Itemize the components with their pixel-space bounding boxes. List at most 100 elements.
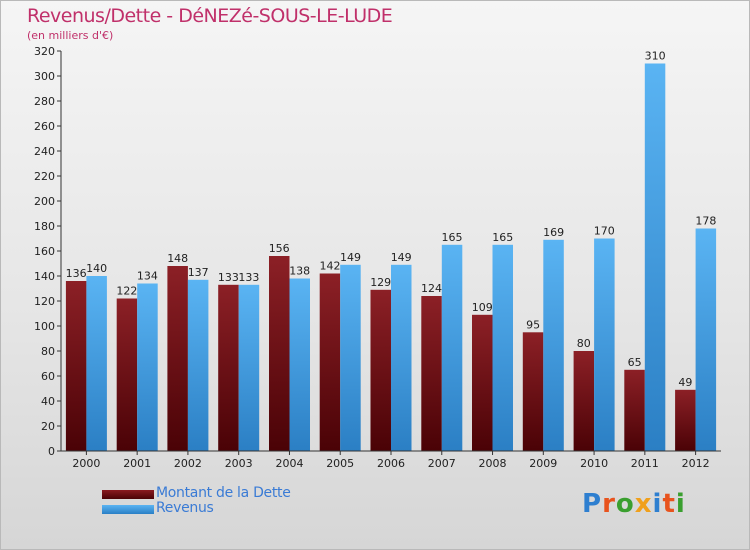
value-label-revenus-2005: 149 — [340, 251, 361, 264]
logo-letter: i — [652, 489, 663, 519]
bar-revenus-2001 — [137, 283, 158, 451]
x-tick-label-2006: 2006 — [377, 457, 405, 470]
value-label-revenus-2003: 133 — [238, 271, 259, 284]
bar-dette-2009 — [522, 332, 544, 452]
x-tick-label-2011: 2011 — [631, 457, 659, 470]
y-tick-label-0: 0 — [48, 445, 55, 458]
x-tick-label-2012: 2012 — [682, 457, 710, 470]
value-label-revenus-2011: 310 — [645, 50, 666, 63]
value-label-revenus-2012: 178 — [695, 215, 716, 228]
value-label-dette-2007: 124 — [421, 282, 442, 295]
y-tick-label-140: 140 — [34, 270, 55, 283]
bar-dette-2001 — [116, 298, 138, 451]
bar-dette-2005 — [319, 273, 341, 451]
bar-revenus-2003 — [238, 284, 260, 452]
bar-dette-2004 — [269, 256, 290, 451]
bar-dette-2007 — [421, 296, 442, 451]
bar-revenus-2005 — [340, 264, 361, 452]
value-label-revenus-2006: 149 — [391, 251, 412, 264]
value-label-revenus-2010: 170 — [594, 225, 615, 238]
bar-dette-2010 — [573, 351, 595, 451]
bar-revenus-2012 — [695, 228, 717, 451]
logo-letter: r — [602, 489, 616, 519]
value-label-dette-2000: 136 — [66, 267, 87, 280]
y-tick-label-100: 100 — [34, 320, 55, 333]
bar-dette-2002 — [167, 266, 188, 451]
bar-revenus-2008 — [492, 244, 513, 452]
x-tick-label-2007: 2007 — [428, 457, 456, 470]
value-label-dette-2006: 129 — [370, 276, 391, 289]
bar-dette-2008 — [472, 314, 493, 452]
value-label-dette-2012: 49 — [678, 376, 692, 389]
value-label-dette-2002: 148 — [167, 252, 188, 265]
bar-dette-2012 — [675, 389, 696, 452]
x-tick-label-2008: 2008 — [479, 457, 507, 470]
bar-dette-2000 — [65, 281, 87, 451]
logo-letter: t — [662, 489, 676, 519]
value-label-revenus-2008: 165 — [492, 231, 513, 244]
y-tick-label-240: 240 — [34, 145, 55, 158]
value-label-revenus-2002: 137 — [188, 266, 209, 279]
x-tick-label-2001: 2001 — [123, 457, 151, 470]
x-tick-label-2005: 2005 — [326, 457, 354, 470]
y-tick-label-20: 20 — [41, 420, 55, 433]
legend-label-dette: Montant de la Dette — [156, 485, 291, 501]
value-label-revenus-2004: 138 — [289, 265, 310, 278]
bar-revenus-2010 — [594, 238, 615, 451]
y-tick-label-200: 200 — [34, 195, 55, 208]
bar-revenus-2004 — [289, 278, 310, 451]
value-label-dette-2008: 109 — [472, 301, 493, 314]
y-tick-label-80: 80 — [41, 345, 55, 358]
value-label-revenus-2009: 169 — [543, 226, 564, 239]
proxiti-logo: Proxiti — [582, 489, 686, 519]
y-tick-label-180: 180 — [34, 220, 55, 233]
x-tick-label-2009: 2009 — [529, 457, 557, 470]
chart-subtitle: (en milliers d'€) — [27, 29, 114, 42]
value-label-dette-2011: 65 — [628, 356, 642, 369]
value-label-dette-2001: 122 — [116, 285, 137, 298]
bar-revenus-2000 — [86, 276, 107, 451]
y-tick-label-40: 40 — [41, 395, 55, 408]
value-label-dette-2005: 142 — [320, 260, 341, 273]
logo-letter: x — [634, 489, 653, 519]
y-tick-label-320: 320 — [34, 45, 55, 58]
value-label-revenus-2007: 165 — [442, 231, 463, 244]
logo-letter: o — [615, 489, 635, 519]
value-label-dette-2003: 133 — [218, 271, 239, 284]
y-tick-label-260: 260 — [34, 120, 55, 133]
legend-swatch-revenus — [102, 505, 154, 514]
x-tick-label-2010: 2010 — [580, 457, 608, 470]
legend-swatch-dette — [102, 490, 154, 499]
x-tick-label-2003: 2003 — [225, 457, 253, 470]
bar-revenus-2009 — [543, 239, 564, 451]
bar-revenus-2011 — [644, 63, 666, 451]
bar-dette-2003 — [218, 284, 239, 452]
value-label-revenus-2001: 134 — [137, 270, 158, 283]
y-tick-label-280: 280 — [34, 95, 55, 108]
y-tick-label-220: 220 — [34, 170, 55, 183]
value-label-dette-2010: 80 — [577, 337, 591, 350]
value-label-revenus-2000: 140 — [86, 262, 107, 275]
value-label-dette-2004: 156 — [269, 242, 290, 255]
y-tick-label-60: 60 — [41, 370, 55, 383]
bar-revenus-2002 — [187, 279, 209, 452]
bar-revenus-2007 — [441, 244, 463, 452]
logo-letter: i — [675, 489, 686, 519]
x-tick-label-2002: 2002 — [174, 457, 202, 470]
bars-group — [65, 63, 717, 452]
y-tick-label-120: 120 — [34, 295, 55, 308]
bar-dette-2006 — [370, 289, 391, 452]
bar-dette-2011 — [624, 369, 645, 452]
value-label-dette-2009: 95 — [526, 318, 540, 331]
y-tick-label-160: 160 — [34, 245, 55, 258]
x-tick-label-2004: 2004 — [276, 457, 304, 470]
logo-letter: P — [582, 489, 603, 519]
axes-group: 2000 2001 2002 2003 2004 2005 2006 2007 2008 2009… — [34, 45, 721, 470]
bar-revenus-2006 — [391, 264, 412, 452]
chart-title: Revenus/Dette - DéNEZé-SOUS-LE-LUDE — [27, 5, 393, 27]
y-tick-label-300: 300 — [34, 70, 55, 83]
legend-label-revenus: Revenus — [156, 500, 214, 516]
